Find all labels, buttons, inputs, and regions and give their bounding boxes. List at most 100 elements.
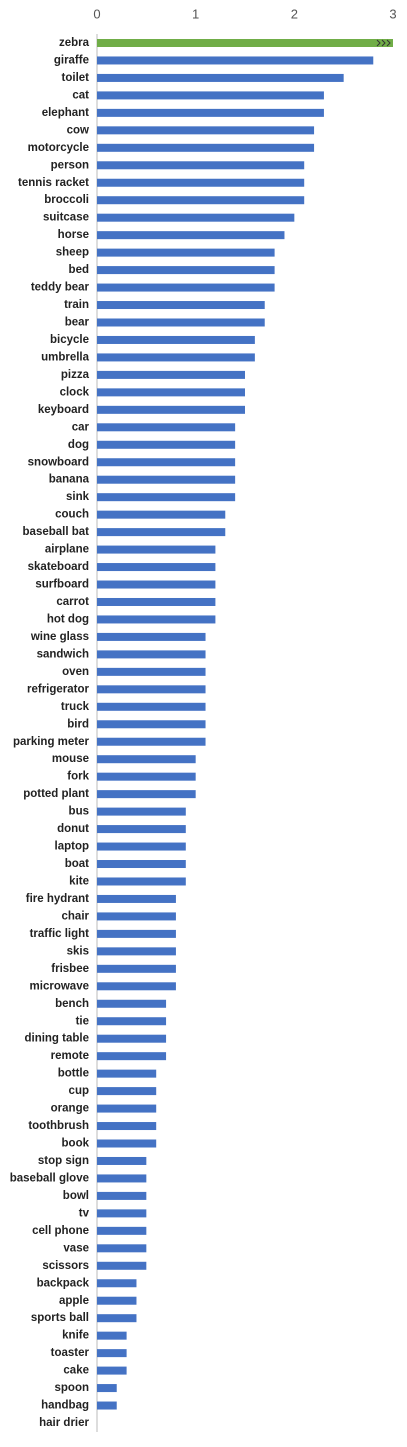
y-tick-label: horse bbox=[58, 229, 89, 241]
bar bbox=[97, 964, 176, 973]
y-tick-label: teddy bear bbox=[31, 282, 90, 294]
bar bbox=[97, 1034, 167, 1043]
y-tick-label: backpack bbox=[37, 1277, 90, 1289]
bar bbox=[97, 1296, 137, 1305]
bar bbox=[97, 1017, 167, 1026]
bar bbox=[97, 1069, 157, 1078]
bar bbox=[97, 1349, 127, 1358]
y-tick-label: refrigerator bbox=[27, 683, 90, 695]
bar bbox=[97, 563, 216, 572]
bar bbox=[97, 108, 324, 117]
x-tick-label: 3 bbox=[389, 6, 396, 21]
y-tick-label: apple bbox=[59, 1295, 89, 1307]
y-tick-label: bench bbox=[55, 998, 89, 1010]
bar bbox=[97, 318, 265, 327]
bar bbox=[97, 1174, 147, 1183]
y-tick-label: bird bbox=[67, 718, 89, 730]
bar bbox=[97, 982, 176, 991]
y-tick-label: laptop bbox=[55, 841, 90, 853]
bar bbox=[97, 842, 186, 851]
y-tick-label: baseball glove bbox=[10, 1172, 89, 1184]
y-tick-label: mouse bbox=[52, 753, 89, 765]
bar bbox=[97, 737, 206, 746]
y-tick-label: boat bbox=[65, 858, 89, 870]
y-tick-label: cat bbox=[72, 89, 89, 101]
y-tick-label: knife bbox=[62, 1330, 89, 1342]
bar bbox=[97, 405, 245, 414]
y-tick-label: orange bbox=[51, 1103, 89, 1115]
y-tick-label: toaster bbox=[51, 1347, 90, 1359]
bar bbox=[97, 772, 196, 781]
bar bbox=[97, 755, 196, 764]
y-tick-label: toilet bbox=[62, 72, 90, 84]
y-tick-label: tennis racket bbox=[18, 177, 89, 189]
y-tick-label: tv bbox=[79, 1207, 90, 1219]
y-tick-label: donut bbox=[57, 823, 89, 835]
bar bbox=[97, 1226, 147, 1235]
y-tick-label: train bbox=[64, 299, 89, 311]
y-tick-label: scissors bbox=[42, 1260, 89, 1272]
x-tick-label: 0 bbox=[93, 6, 100, 21]
y-tick-label: cell phone bbox=[32, 1225, 89, 1237]
y-tick-label: surfboard bbox=[35, 579, 89, 591]
bar bbox=[97, 440, 236, 449]
y-tick-label: stop sign bbox=[38, 1155, 89, 1167]
y-tick-label: bus bbox=[69, 806, 89, 818]
overflow-chevron bbox=[381, 39, 386, 47]
y-tick-label: umbrella bbox=[41, 351, 90, 363]
bar bbox=[97, 615, 216, 624]
y-tick-label: kite bbox=[69, 876, 89, 888]
y-tick-label: bowl bbox=[63, 1190, 89, 1202]
y-tick-label: frisbee bbox=[51, 963, 89, 975]
y-tick-label: bottle bbox=[58, 1068, 89, 1080]
bar bbox=[97, 720, 206, 729]
y-tick-label: carrot bbox=[56, 596, 89, 608]
x-tick-label: 1 bbox=[192, 6, 199, 21]
y-tick-label: dog bbox=[68, 439, 89, 451]
bar bbox=[97, 1052, 167, 1061]
bar bbox=[97, 1104, 157, 1113]
y-tick-label: truck bbox=[61, 701, 90, 713]
bar bbox=[97, 790, 196, 799]
bar bbox=[97, 335, 255, 344]
bar bbox=[97, 353, 255, 362]
y-tick-label: couch bbox=[55, 509, 89, 521]
bar bbox=[97, 860, 186, 869]
bar bbox=[97, 126, 315, 135]
bar bbox=[97, 894, 176, 903]
bar bbox=[97, 1191, 147, 1200]
bar bbox=[97, 56, 374, 65]
bar bbox=[97, 91, 324, 100]
y-tick-label: fire hydrant bbox=[26, 893, 89, 905]
y-tick-label: traffic light bbox=[30, 928, 90, 940]
bar bbox=[97, 929, 176, 938]
y-tick-label: clock bbox=[60, 386, 90, 398]
y-tick-label: sheep bbox=[56, 247, 89, 259]
bar bbox=[97, 1401, 117, 1410]
y-tick-label: tie bbox=[76, 1015, 89, 1027]
y-tick-label: vase bbox=[63, 1242, 89, 1254]
y-tick-label: cup bbox=[69, 1085, 89, 1097]
y-tick-label: hair drier bbox=[39, 1417, 89, 1429]
bar bbox=[97, 283, 275, 292]
bar bbox=[97, 1209, 147, 1218]
y-tick-label: cow bbox=[67, 124, 89, 136]
bar bbox=[97, 248, 275, 257]
y-tick-label: chair bbox=[62, 910, 90, 922]
bar bbox=[97, 877, 186, 886]
bar bbox=[97, 73, 344, 82]
bar bbox=[97, 825, 186, 834]
y-tick-label: sports ball bbox=[31, 1312, 89, 1324]
bar bbox=[97, 1366, 127, 1375]
y-tick-label: skis bbox=[67, 945, 89, 957]
y-tick-label: microwave bbox=[30, 980, 89, 992]
bar bbox=[97, 667, 206, 676]
bar bbox=[97, 178, 305, 187]
y-tick-label: keyboard bbox=[38, 404, 89, 416]
bar bbox=[97, 161, 305, 170]
y-tick-label: banana bbox=[49, 474, 90, 486]
y-tick-label: hot dog bbox=[47, 613, 89, 625]
bar bbox=[97, 947, 176, 956]
bar bbox=[97, 597, 216, 606]
bar bbox=[97, 1384, 117, 1393]
